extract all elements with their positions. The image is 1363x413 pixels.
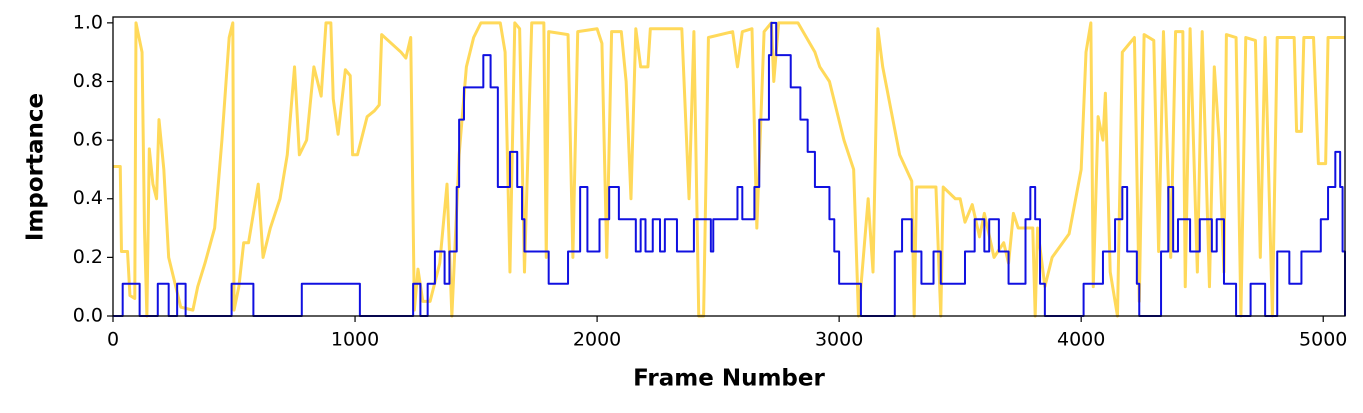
x-tick-label: 0 (107, 329, 119, 351)
x-tick-label: 1000 (331, 329, 379, 351)
x-tick-label: 2000 (573, 329, 621, 351)
y-tick-label: 0.2 (73, 246, 103, 268)
x-axis-label: Frame Number (633, 366, 825, 392)
y-tick-label: 0.8 (73, 70, 103, 92)
y-axis-label: Importance (23, 93, 49, 241)
x-tick-label: 3000 (815, 329, 863, 351)
plot-frame (112, 16, 1346, 317)
y-tick-label: 0.4 (73, 187, 103, 209)
y-tick-label: 0.6 (73, 129, 103, 151)
x-tick-label: 4000 (1057, 329, 1105, 351)
y-tick-label: 0.0 (73, 305, 103, 327)
x-tick-label: 5000 (1299, 329, 1347, 351)
y-tick-label: 1.0 (73, 11, 103, 33)
data-line (113, 21, 1346, 317)
